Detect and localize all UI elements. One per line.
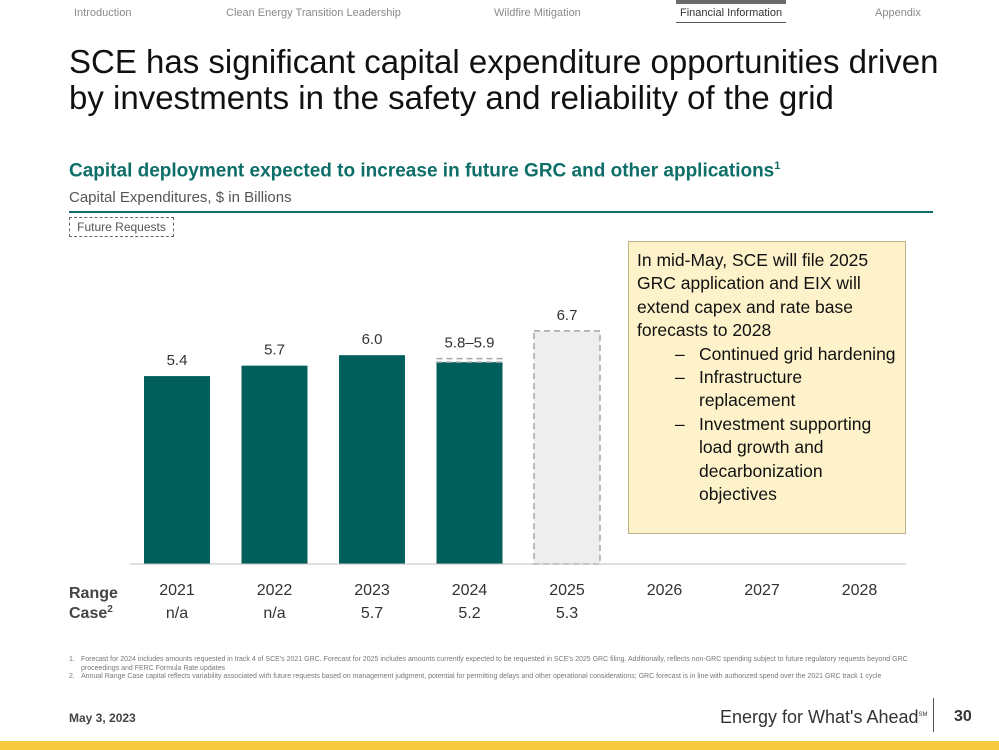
header-rule: [69, 211, 933, 213]
nav-item-wildfire[interactable]: Wildfire Mitigation: [494, 7, 581, 19]
data-label-2025: 6.7: [557, 307, 578, 324]
nav-item-introduction[interactable]: Introduction: [74, 7, 132, 19]
x-tick-label-2022: 2022: [257, 582, 293, 599]
chart-subtitle: Capital deployment expected to increase …: [69, 160, 780, 182]
range-case-2022: n/a: [263, 605, 285, 622]
nav-item-financial[interactable]: Financial Information: [680, 7, 783, 19]
page-number: 30: [954, 708, 972, 725]
range-case-2024: 5.2: [458, 605, 480, 622]
tagline-text: Energy for What's Ahead: [720, 707, 919, 727]
nav-active-indicator: [676, 0, 786, 4]
data-label-2021: 5.4: [167, 352, 188, 369]
nav-item-clean-energy[interactable]: Clean Energy Transition Leadership: [226, 7, 401, 19]
bar-2023: [339, 355, 405, 564]
range-case-2021: n/a: [166, 605, 188, 622]
callout-bullet: Continued grid hardening: [675, 343, 897, 367]
x-tick-label-2024: 2024: [452, 582, 488, 599]
x-tick-label-2028: 2028: [842, 582, 878, 599]
footer-divider: [933, 698, 934, 732]
data-label-2024: 5.8–5.9: [444, 335, 494, 352]
bar-range-2024: [435, 357, 504, 363]
callout-bullet: Infrastructure replacement: [675, 366, 897, 413]
section-nav: Introduction Clean Energy Transition Lea…: [0, 0, 999, 28]
footnote-2: 2. Annual Range Case capital reflects var…: [69, 673, 939, 682]
footnote-number: 1.: [69, 656, 75, 663]
nav-item-appendix[interactable]: Appendix: [875, 7, 921, 19]
footer-tagline: Energy for What's AheadSM: [720, 707, 928, 728]
footnote-text: Forecast for 2024 includes amounts reque…: [81, 656, 908, 672]
bar-2022: [241, 365, 308, 564]
bar-2024: [436, 362, 503, 564]
legend-future-requests: Future Requests: [69, 217, 174, 237]
footnote-number: 2.: [69, 673, 75, 681]
chart-subtitle-text: Capital deployment expected to increase …: [69, 160, 775, 182]
bar-2025: [533, 330, 601, 565]
footnote-1: 1. Forecast for 2024 includes amounts req…: [69, 656, 939, 673]
x-tick-label-2025: 2025: [549, 582, 585, 599]
range-case-2023: 5.7: [361, 605, 383, 622]
chart-units: Capital Expenditures, $ in Billions: [69, 189, 292, 206]
callout-bullets: Continued grid hardening Infrastructure …: [637, 343, 897, 507]
x-tick-label-2023: 2023: [354, 582, 390, 599]
subtitle-footnote-ref: 1: [774, 160, 781, 172]
x-tick-label-2026: 2026: [647, 582, 683, 599]
data-label-2023: 6.0: [362, 331, 383, 348]
capex-bar-chart: 5.4 2021 n/a 5.7 2022 n/a 6.0 2023 5.7 5.8–5.9 202…: [69, 307, 906, 622]
callout-bullet: Investment supporting load growth and de…: [675, 413, 897, 507]
footer-date: May 3, 2023: [69, 711, 136, 725]
page-title: SCE has significant capital expenditure …: [69, 43, 939, 116]
x-tick-label-2021: 2021: [159, 582, 195, 599]
nav-active-underline: [676, 22, 786, 23]
callout-box: In mid-May, SCE will file 2025 GRC appli…: [628, 241, 906, 534]
range-case-label: Range Case2: [69, 585, 118, 622]
bottom-accent-bar: [0, 741, 999, 750]
footnote-text: Annual Range Case capital reflects varia…: [81, 673, 882, 681]
bar-2021: [144, 376, 210, 564]
range-case-2025: 5.3: [556, 605, 578, 622]
service-mark: SM: [918, 712, 928, 718]
data-label-2022: 5.7: [264, 342, 285, 359]
footnotes: 1. Forecast for 2024 includes amounts req…: [69, 656, 939, 682]
x-tick-label-2027: 2027: [744, 582, 780, 599]
callout-intro: In mid-May, SCE will file 2025 GRC appli…: [637, 250, 869, 341]
